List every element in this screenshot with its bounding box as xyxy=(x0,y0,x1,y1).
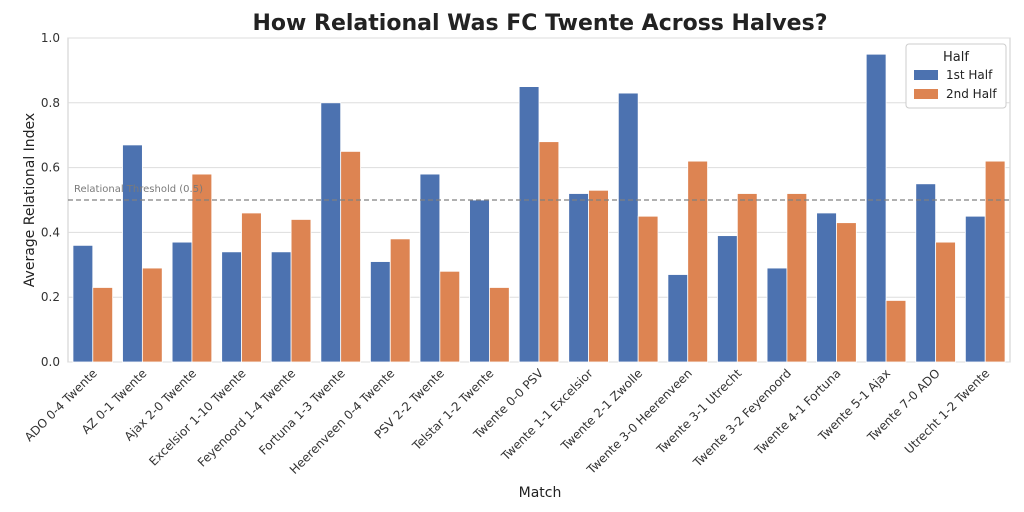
bar-1st-half xyxy=(518,86,540,363)
chart-title: How Relational Was FC Twente Across Halv… xyxy=(253,11,828,36)
x-tick-label: Twente 1-1 Excelsior xyxy=(498,366,596,464)
bar-2nd-half xyxy=(241,212,262,363)
x-tick-label: Twente 3-2 Feyenoord xyxy=(690,366,794,470)
bar-2nd-half xyxy=(836,222,857,363)
bars xyxy=(72,53,1006,363)
bar-1st-half xyxy=(122,144,143,363)
bar-2nd-half xyxy=(984,160,1006,363)
bar-2nd-half xyxy=(885,300,907,363)
threshold-label: Relational Threshold (0.5) xyxy=(74,184,203,195)
bar-2nd-half xyxy=(687,160,708,363)
x-tick-label: Telstar 1-2 Twente xyxy=(409,366,496,453)
legend-swatch-1st-half xyxy=(914,70,938,80)
threshold: Relational Threshold (0.5) xyxy=(68,184,1010,201)
y-tick-label: 0.0 xyxy=(41,355,60,369)
x-tick-label: Fortuna 1-3 Twente xyxy=(256,366,348,458)
x-tick-label: Twente 4-1 Fortuna xyxy=(751,366,843,458)
y-tick-label: 0.2 xyxy=(41,290,60,304)
bar-1st-half xyxy=(171,241,193,363)
bar-1st-half xyxy=(320,102,342,363)
y-tick-label: 1.0 xyxy=(41,31,60,45)
x-tick-label: Utrecht 1-2 Twente xyxy=(902,366,992,456)
x-tick-label: Twente 3-1 Utrecht xyxy=(653,366,744,457)
bar-1st-half xyxy=(865,53,887,363)
x-tick-label: Feyenoord 1-4 Twente xyxy=(195,366,298,469)
y-tick-label: 0.6 xyxy=(41,161,60,175)
bar-1st-half xyxy=(72,244,94,363)
bar-1st-half xyxy=(370,261,391,363)
y-tick-label: 0.8 xyxy=(41,96,60,110)
legend-swatch-2nd-half xyxy=(914,89,938,99)
bar-1st-half xyxy=(270,251,292,363)
bar-2nd-half xyxy=(786,193,808,363)
bar-1st-half xyxy=(717,235,738,363)
bar-2nd-half xyxy=(290,219,312,363)
legend-label-2nd-half: 2nd Half xyxy=(946,87,997,101)
y-axis-label: Average Relational Index xyxy=(22,113,38,287)
bar-1st-half xyxy=(915,183,937,363)
bar-2nd-half xyxy=(588,189,609,363)
bar-2nd-half xyxy=(141,267,163,363)
x-tick-label: Twente 2-1 Zwolle xyxy=(558,366,646,454)
bar-1st-half xyxy=(568,193,589,363)
bar-1st-half xyxy=(221,251,242,363)
x-tick-label: Excelsior 1-10 Twente xyxy=(146,366,248,468)
legend-title: Half xyxy=(943,50,969,65)
bar-1st-half xyxy=(667,274,689,363)
y-tick-labels: 0.0 0.2 0.4 0.6 0.8 1.0 xyxy=(41,31,60,369)
bar-2nd-half xyxy=(538,141,560,363)
bar-1st-half xyxy=(617,92,639,363)
bar-2nd-half xyxy=(489,287,510,363)
legend-label-1st-half: 1st Half xyxy=(946,68,993,82)
bar-2nd-half xyxy=(92,287,114,363)
legend: Half 1st Half 2nd Half xyxy=(905,43,1007,109)
bar-2nd-half xyxy=(736,193,758,363)
bar-1st-half xyxy=(816,212,837,363)
bar-1st-half xyxy=(419,173,441,363)
bar-2nd-half xyxy=(439,270,461,363)
bar-2nd-half xyxy=(191,173,213,363)
bar-2nd-half xyxy=(389,238,411,363)
x-axis-label: Match xyxy=(519,485,562,501)
bar-2nd-half xyxy=(637,215,659,363)
bar-1st-half xyxy=(964,215,986,363)
bar-2nd-half xyxy=(935,241,956,363)
bar-1st-half xyxy=(469,199,490,363)
bar-1st-half xyxy=(766,267,788,363)
y-tick-label: 0.4 xyxy=(41,225,60,239)
bar-2nd-half xyxy=(340,150,361,363)
